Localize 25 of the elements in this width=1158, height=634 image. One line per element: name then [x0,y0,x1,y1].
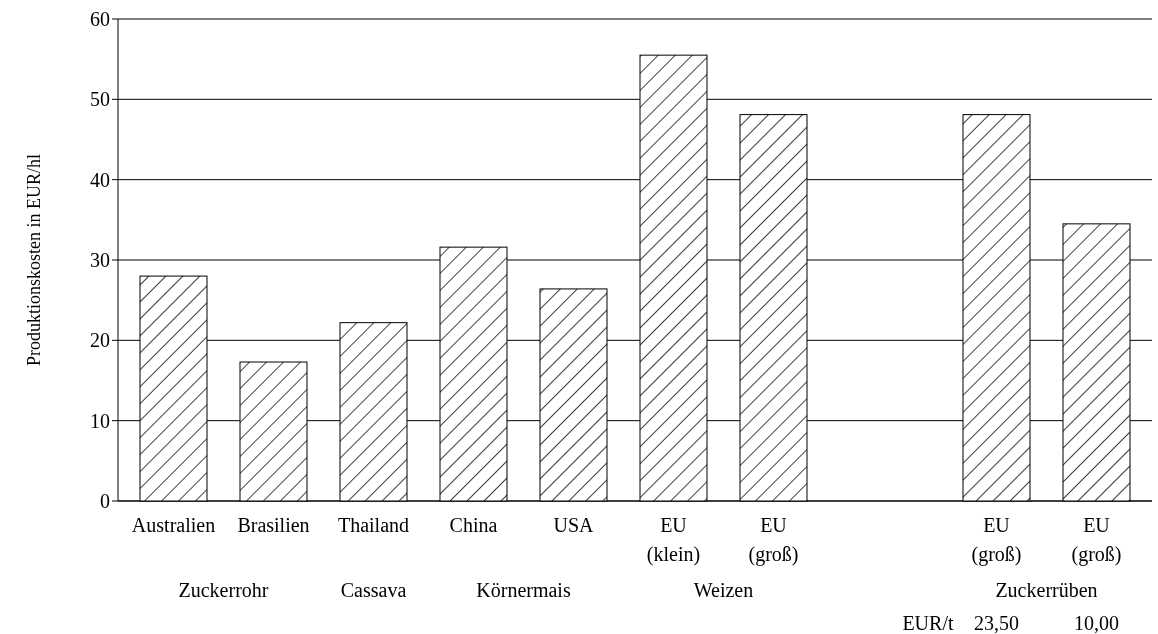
x-tick-label: Brasilien [237,514,310,536]
text: EUR/t [902,612,954,634]
x-tick-label: EU (groß) [1071,514,1122,566]
text: Zuckerrüben [995,579,1098,601]
x-tick-label: EU (groß) [748,514,799,566]
text: Zuckerrohr [178,579,269,601]
y-tick-label: 30 [90,249,110,271]
x-tick-label: Thailand [337,514,410,536]
text: Cassava [340,579,407,601]
y-tick-label: 50 [90,88,110,111]
x-tick-label: Australien [131,514,216,536]
x-tick-label: EU (klein) [646,514,701,566]
x-tick-label: USA [553,514,595,536]
text: Weizen [693,579,754,601]
x-tick-label: China [449,514,498,536]
y-tick-label: 40 [90,168,110,191]
y-tick-label: 0 [100,490,110,512]
x-tick-label: EU (groß) [971,514,1022,566]
y-axis-title: Produktionskosten in EUR/hl [24,153,44,367]
text: Körnermais [476,579,571,601]
text: 10,00 [1074,612,1119,634]
text: 23,50 [974,612,1019,634]
y-tick-label: 20 [90,329,110,352]
y-tick-label: 60 [90,8,110,30]
y-tick-label: 10 [90,409,110,432]
